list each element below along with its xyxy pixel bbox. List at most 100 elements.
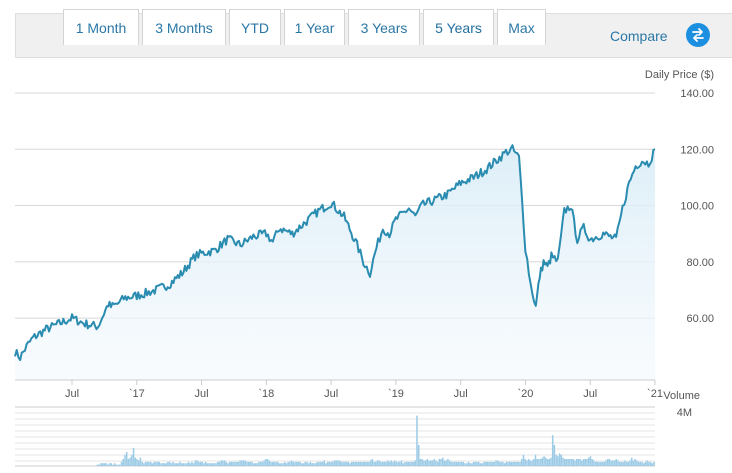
volume-bar (204, 461, 207, 466)
volume-bar (273, 461, 276, 466)
y-tick-label: 140.00 (680, 88, 714, 100)
x-tick-label: `18 (258, 388, 274, 400)
volume-bar (368, 461, 370, 466)
volume-bar (352, 461, 355, 466)
volume-bar (467, 461, 470, 466)
x-tick-label: `20 (517, 388, 533, 400)
volume-bar (567, 459, 569, 466)
volume-bar (347, 461, 350, 466)
volume-bar (589, 456, 592, 466)
volume-bar (206, 463, 209, 466)
tab-max[interactable]: Max (497, 9, 546, 45)
volume-bar (199, 461, 202, 466)
volume-bar (445, 460, 447, 466)
volume-bar (538, 459, 540, 466)
volume-bar (282, 463, 284, 466)
volume-bar (141, 461, 143, 466)
volume-bar (486, 461, 489, 466)
y-tick-label: 80.00 (686, 257, 714, 269)
volume-bar (189, 463, 191, 466)
volume-bar (228, 461, 231, 466)
tab-3-months[interactable]: 3 Months (142, 9, 226, 45)
volume-bar (594, 461, 597, 466)
volume-bar (373, 461, 375, 466)
volume-bar (503, 463, 506, 466)
volume-bar (443, 460, 446, 466)
volume-bar (295, 461, 298, 466)
volume-bars (96, 415, 655, 466)
x-tick-label: `17 (129, 388, 145, 400)
volume-bar (469, 463, 471, 466)
volume-bar (208, 463, 210, 466)
volume-bar (407, 461, 410, 466)
volume-bar (560, 454, 563, 466)
volume-bar (521, 459, 523, 466)
volume-bar (612, 460, 614, 466)
volume-bar (306, 461, 308, 466)
volume-bar (338, 460, 341, 466)
volume-bar (146, 461, 149, 466)
volume-bar (397, 461, 399, 466)
tab-1-month[interactable]: 1 Month (63, 9, 139, 45)
volume-bar (345, 461, 348, 466)
volume-bar (311, 463, 313, 466)
volume-bar (448, 460, 451, 466)
volume-bar (526, 460, 528, 466)
volume-bar (441, 457, 444, 466)
volume-bar (119, 464, 121, 466)
x-tick-label: Jul (583, 388, 597, 400)
volume-bar (137, 460, 140, 466)
volume-bar (546, 459, 549, 466)
volume-bar (266, 459, 269, 466)
volume-bar (153, 461, 155, 466)
volume-bar (416, 415, 418, 466)
volume-bar (581, 460, 583, 466)
tab-3-years[interactable]: 3 Years (348, 9, 420, 45)
volume-bar (610, 460, 612, 466)
volume-bar (179, 461, 181, 466)
volume-bar (617, 460, 619, 466)
volume-bar (168, 461, 171, 466)
tab-ytd[interactable]: YTD (229, 9, 281, 45)
volume-bar (203, 463, 205, 466)
tab-1-year[interactable]: 1 Year (284, 9, 345, 45)
volume-bar (318, 461, 320, 466)
volume-bar (120, 461, 123, 466)
volume-bar (215, 463, 217, 466)
x-tick-label: Jul (324, 388, 338, 400)
volume-bar (196, 460, 198, 466)
volume-bar (314, 463, 317, 466)
price-area (15, 145, 655, 380)
volume-bar (98, 464, 100, 466)
compare-button[interactable] (686, 23, 710, 47)
volume-bar (292, 461, 295, 466)
volume-bar (649, 461, 652, 466)
volume-bar (186, 463, 188, 466)
volume-bar (132, 447, 135, 466)
volume-bar (529, 460, 532, 466)
volume-bar (285, 463, 288, 466)
volume-bar (488, 461, 490, 466)
volume-bar (326, 461, 329, 466)
volume-bar (323, 460, 325, 466)
volume-bar (462, 461, 465, 466)
volume-bar (553, 445, 556, 466)
volume-bar (369, 460, 372, 466)
tab-5-years[interactable]: 5 Years (423, 9, 494, 45)
volume-max-label: 4M (677, 407, 692, 419)
volume-bar (124, 454, 126, 466)
volume-bar (261, 461, 264, 466)
volume-bar (383, 461, 386, 466)
volume-bar (249, 461, 252, 466)
volume-bar (435, 460, 437, 466)
volume-bar (356, 461, 358, 466)
volume-bar (283, 461, 286, 466)
volume-bar (472, 461, 475, 466)
volume-bar (246, 461, 248, 466)
compare-link[interactable]: Compare (610, 28, 668, 44)
volume-bar (392, 461, 394, 466)
volume-bar (156, 461, 159, 466)
volume-bar (634, 459, 636, 466)
volume-bar (608, 459, 611, 466)
